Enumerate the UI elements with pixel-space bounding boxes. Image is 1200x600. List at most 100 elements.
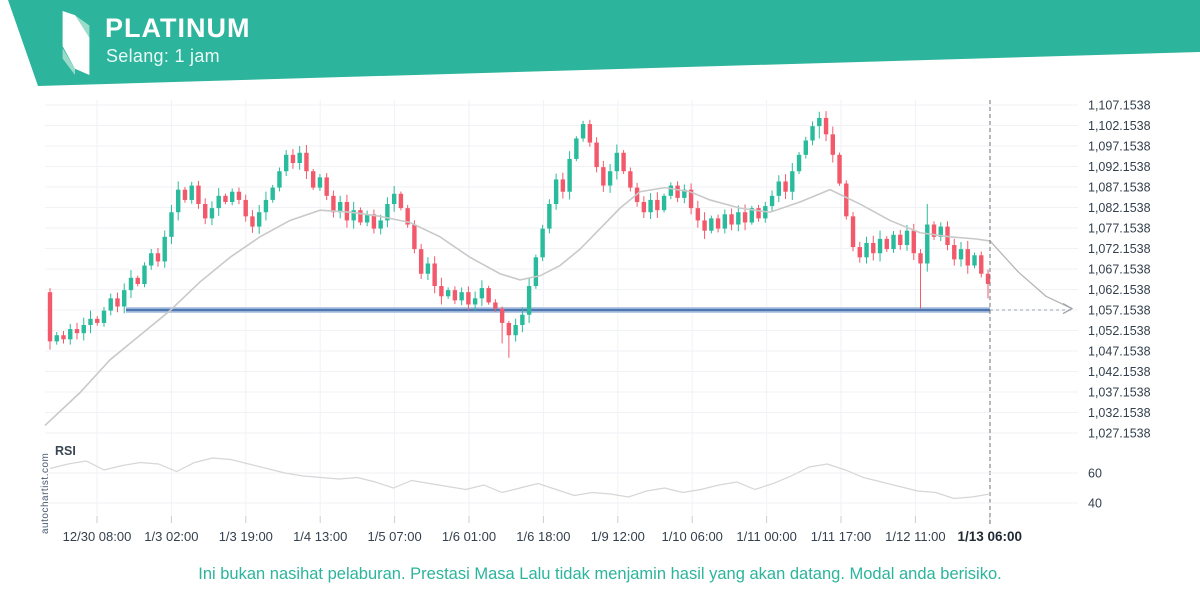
candle-body xyxy=(283,154,289,172)
candle-body xyxy=(520,314,525,325)
rsi-line xyxy=(49,457,991,500)
candle-body xyxy=(695,208,701,221)
candle-body xyxy=(54,335,59,342)
y-axis-label: 1,047.1538 xyxy=(1088,345,1151,359)
candle-body xyxy=(628,171,633,188)
x-axis-label: 1/11 17:00 xyxy=(811,529,871,544)
candle-body xyxy=(648,199,653,213)
candle-body xyxy=(459,292,464,301)
candle-body xyxy=(351,210,356,221)
candle-body xyxy=(176,189,181,213)
candle-body xyxy=(655,199,660,211)
y-axis-label: 1,032.1538 xyxy=(1088,406,1151,420)
candle-body xyxy=(155,253,161,262)
candle-body xyxy=(722,214,728,229)
candle-body xyxy=(47,292,53,342)
candle-body xyxy=(837,154,842,184)
candle-body xyxy=(230,191,235,202)
candle-body xyxy=(203,204,208,219)
candle-body xyxy=(122,290,127,307)
candle-body xyxy=(385,204,390,221)
candle-body xyxy=(979,255,984,274)
candle-body xyxy=(115,298,120,307)
y-axis-label: 1,037.1538 xyxy=(1088,386,1151,400)
disclaimer-text: Ini bukan nasihat pelaburan. Prestasi Ma… xyxy=(198,565,1002,583)
candle-body xyxy=(587,124,593,143)
candle-body xyxy=(607,171,613,186)
x-axis-label: 1/4 13:00 xyxy=(293,529,347,544)
candle-body xyxy=(830,134,835,155)
logo-accent-bottom xyxy=(62,48,75,75)
candle-body xyxy=(81,324,86,334)
candle-body xyxy=(898,234,903,246)
candle-body xyxy=(756,208,761,219)
logo-accent-top xyxy=(74,15,90,38)
candle-body xyxy=(769,195,775,207)
y-axis-label: 1,097.1538 xyxy=(1088,140,1151,154)
candle-body xyxy=(169,212,174,237)
candle-body xyxy=(209,208,215,219)
candle-body xyxy=(74,329,80,334)
candle-body xyxy=(162,236,167,262)
candle-body xyxy=(216,195,221,209)
candle-body xyxy=(196,185,201,205)
candle-body xyxy=(68,329,73,340)
candle-body xyxy=(661,195,667,211)
candle-body xyxy=(324,177,329,196)
candle-body xyxy=(263,199,269,213)
candle-body xyxy=(925,224,930,264)
candle-body xyxy=(877,238,883,254)
candle-body xyxy=(985,273,991,284)
candle-body xyxy=(675,185,680,198)
candle-body xyxy=(358,210,363,223)
candle-body xyxy=(277,171,282,188)
candle-body xyxy=(621,152,626,172)
interval-label: Selang: 1 jam xyxy=(106,46,220,66)
candles-layer xyxy=(47,111,991,358)
ma-line xyxy=(44,186,991,427)
candle-body xyxy=(506,322,512,336)
logo-white-band xyxy=(62,11,90,75)
candle-body xyxy=(182,189,188,200)
candle-body xyxy=(790,171,795,192)
y-axis-label: 1,102.1538 xyxy=(1088,119,1151,133)
candle-body xyxy=(149,253,154,266)
candle-body xyxy=(310,171,316,188)
x-axis-label: 1/13 06:00 xyxy=(958,529,1023,544)
y-axis-label: 1,067.1538 xyxy=(1088,263,1151,277)
candle-body xyxy=(412,224,417,250)
y-axis-label: 1,092.1538 xyxy=(1088,160,1151,174)
candle-body xyxy=(398,193,404,209)
candle-body xyxy=(823,117,829,135)
forecast-arrowhead xyxy=(1062,303,1074,315)
candle-body xyxy=(668,185,674,196)
candle-body xyxy=(526,286,532,315)
rsi-panel: 60 40 RSI xyxy=(45,444,1102,511)
rsi-axis-label: 40 xyxy=(1088,497,1102,511)
y-axis-label: 1,062.1538 xyxy=(1088,283,1151,297)
moving-average-line xyxy=(44,186,991,427)
candle-body xyxy=(904,230,910,246)
candle-body xyxy=(580,124,586,139)
autochartist-logo-icon xyxy=(62,11,90,75)
candle-body xyxy=(803,140,808,155)
candle-body xyxy=(418,249,424,274)
candle-body xyxy=(405,208,410,225)
candle-body xyxy=(796,154,802,172)
candle-body xyxy=(499,308,505,323)
candle-body xyxy=(614,152,620,172)
candle-body xyxy=(61,335,66,340)
candle-body xyxy=(533,257,539,287)
candle-body xyxy=(88,318,93,325)
candle-body xyxy=(142,265,147,284)
candle-body xyxy=(952,245,957,260)
candle-body xyxy=(95,318,100,323)
candle-body xyxy=(364,214,370,223)
candle-body xyxy=(290,154,296,164)
y-axis-label: 1,087.1538 xyxy=(1088,181,1151,195)
candle-body xyxy=(965,249,970,266)
watermark: autochartist.com xyxy=(40,452,51,534)
candle-body xyxy=(250,216,255,227)
candle-body xyxy=(270,187,275,200)
header-banner xyxy=(8,0,1200,86)
